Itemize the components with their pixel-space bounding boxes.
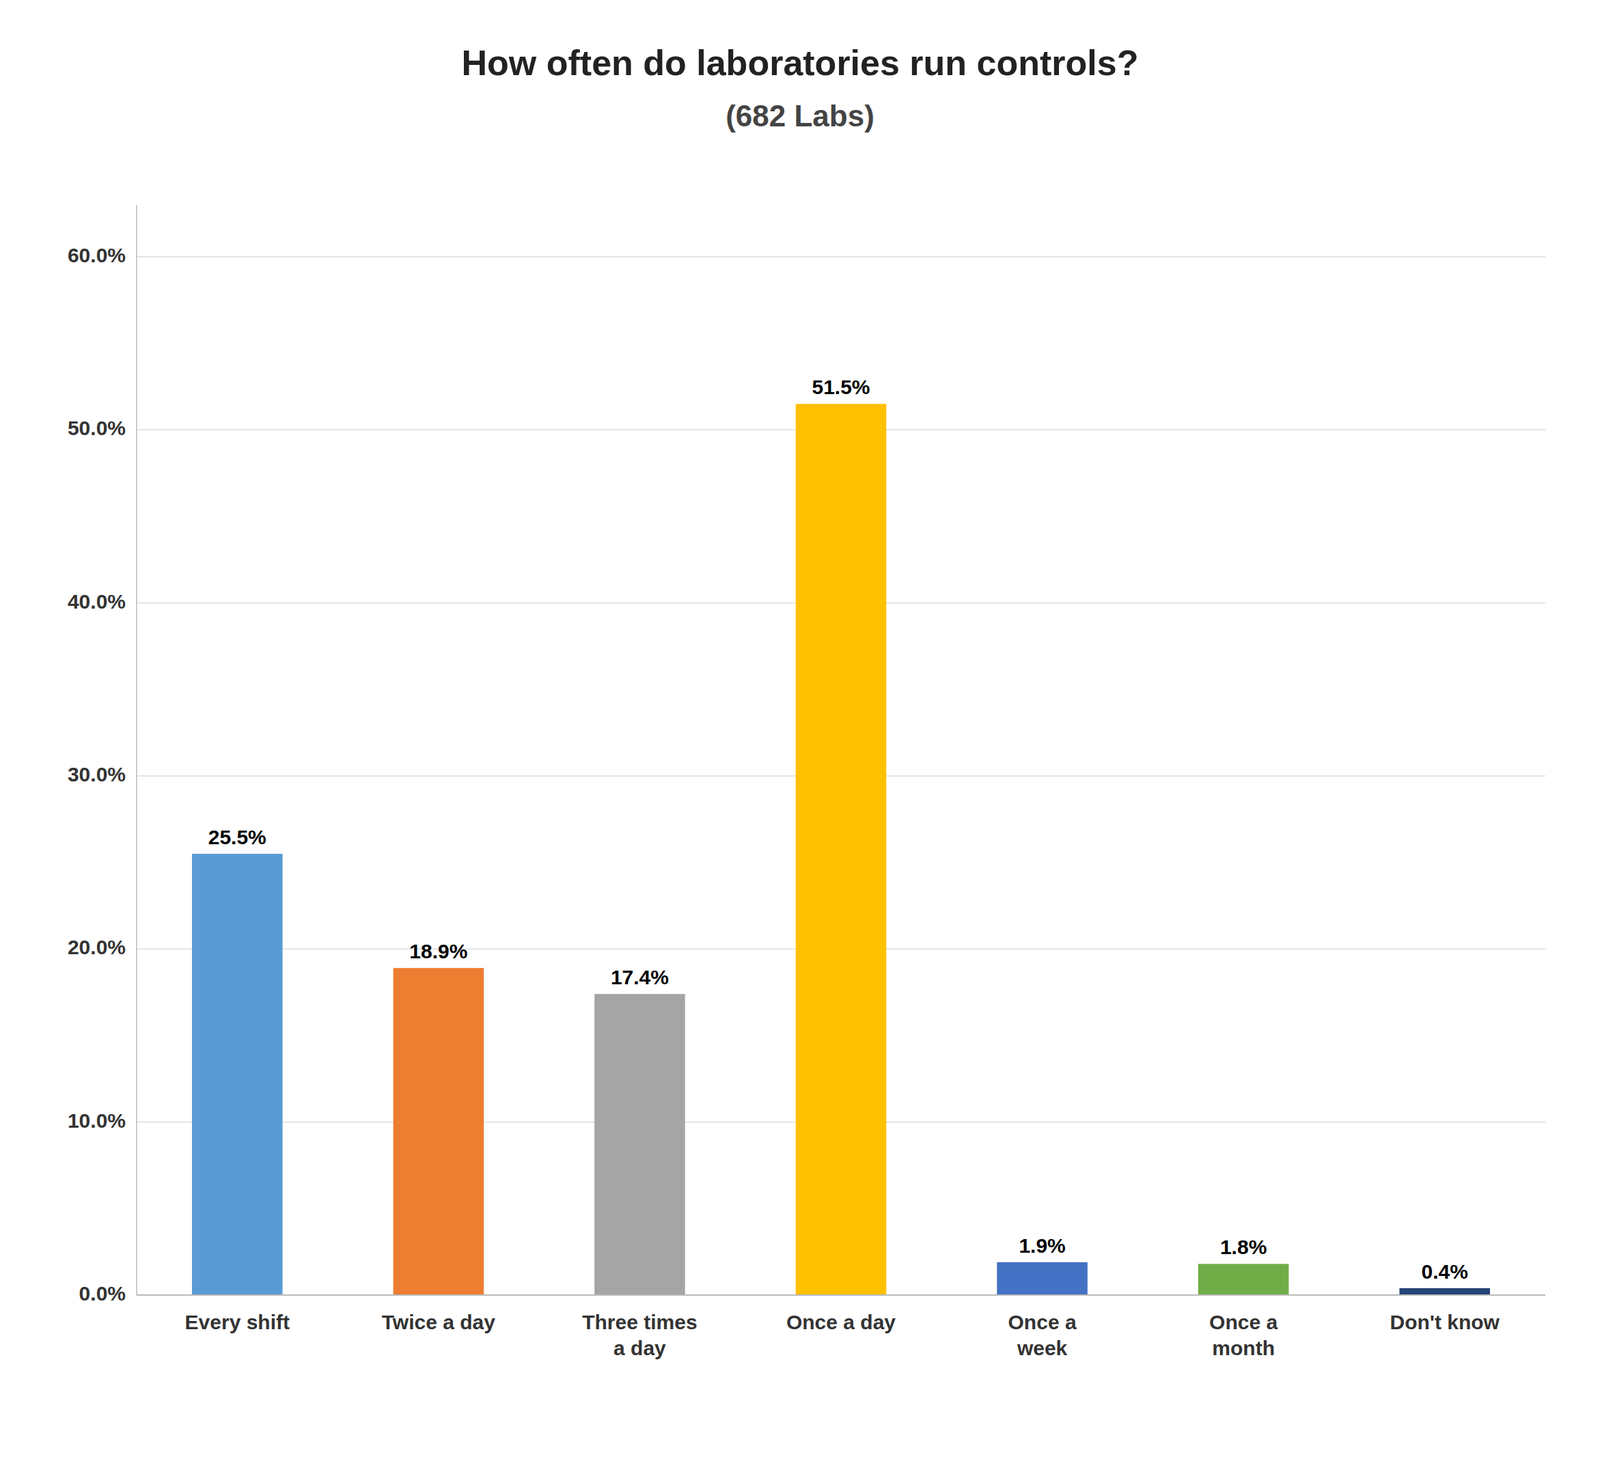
y-tick-label: 10.0% [67, 1109, 126, 1133]
x-tick-label: Once aweek [1008, 1311, 1077, 1360]
subtitle: (682 Labs) [725, 99, 875, 133]
data-label: 17.4% [610, 966, 669, 989]
data-label: 25.5% [208, 825, 267, 849]
title: How often do laboratories run controls? [461, 43, 1139, 83]
grid [136, 256, 1546, 1296]
x-tick-label: Twice a day [381, 1311, 496, 1334]
y-tick-label: 50.0% [67, 416, 126, 440]
x-tick-label: Every shift [185, 1311, 290, 1334]
y-tick-label: 0.0% [79, 1282, 126, 1305]
y-tick-label: 30.0% [67, 763, 126, 786]
x-axis [136, 1294, 1546, 1296]
x-tick-label: Once amonth [1209, 1311, 1278, 1360]
data-label: 1.8% [1220, 1235, 1267, 1259]
bar [795, 403, 887, 1296]
bar [1198, 1263, 1290, 1296]
grid-line [136, 1294, 1546, 1296]
bar [1399, 1288, 1491, 1296]
x-tick-label: Three timesa day [582, 1311, 697, 1360]
x-tick-label: Once a day [786, 1311, 896, 1334]
data-label: 0.4% [1421, 1260, 1469, 1284]
y-tick-label: 20.0% [67, 935, 126, 959]
data-label: 18.9% [409, 940, 468, 963]
data-label: 1.9% [1018, 1234, 1066, 1258]
bar [191, 853, 283, 1296]
bar [594, 994, 686, 1296]
y-axis [135, 204, 138, 1296]
y-tick-label: 60.0% [67, 243, 126, 267]
y-tick-label: 40.0% [67, 590, 126, 613]
grid-line [136, 256, 1546, 258]
chart: How often do laboratories run controls? (… [0, 0, 1600, 1459]
data-label: 51.5% [811, 375, 870, 399]
bar [996, 1262, 1088, 1296]
x-tick-label: Don't know [1389, 1311, 1500, 1334]
bars [191, 403, 1491, 1296]
bar [393, 968, 485, 1296]
